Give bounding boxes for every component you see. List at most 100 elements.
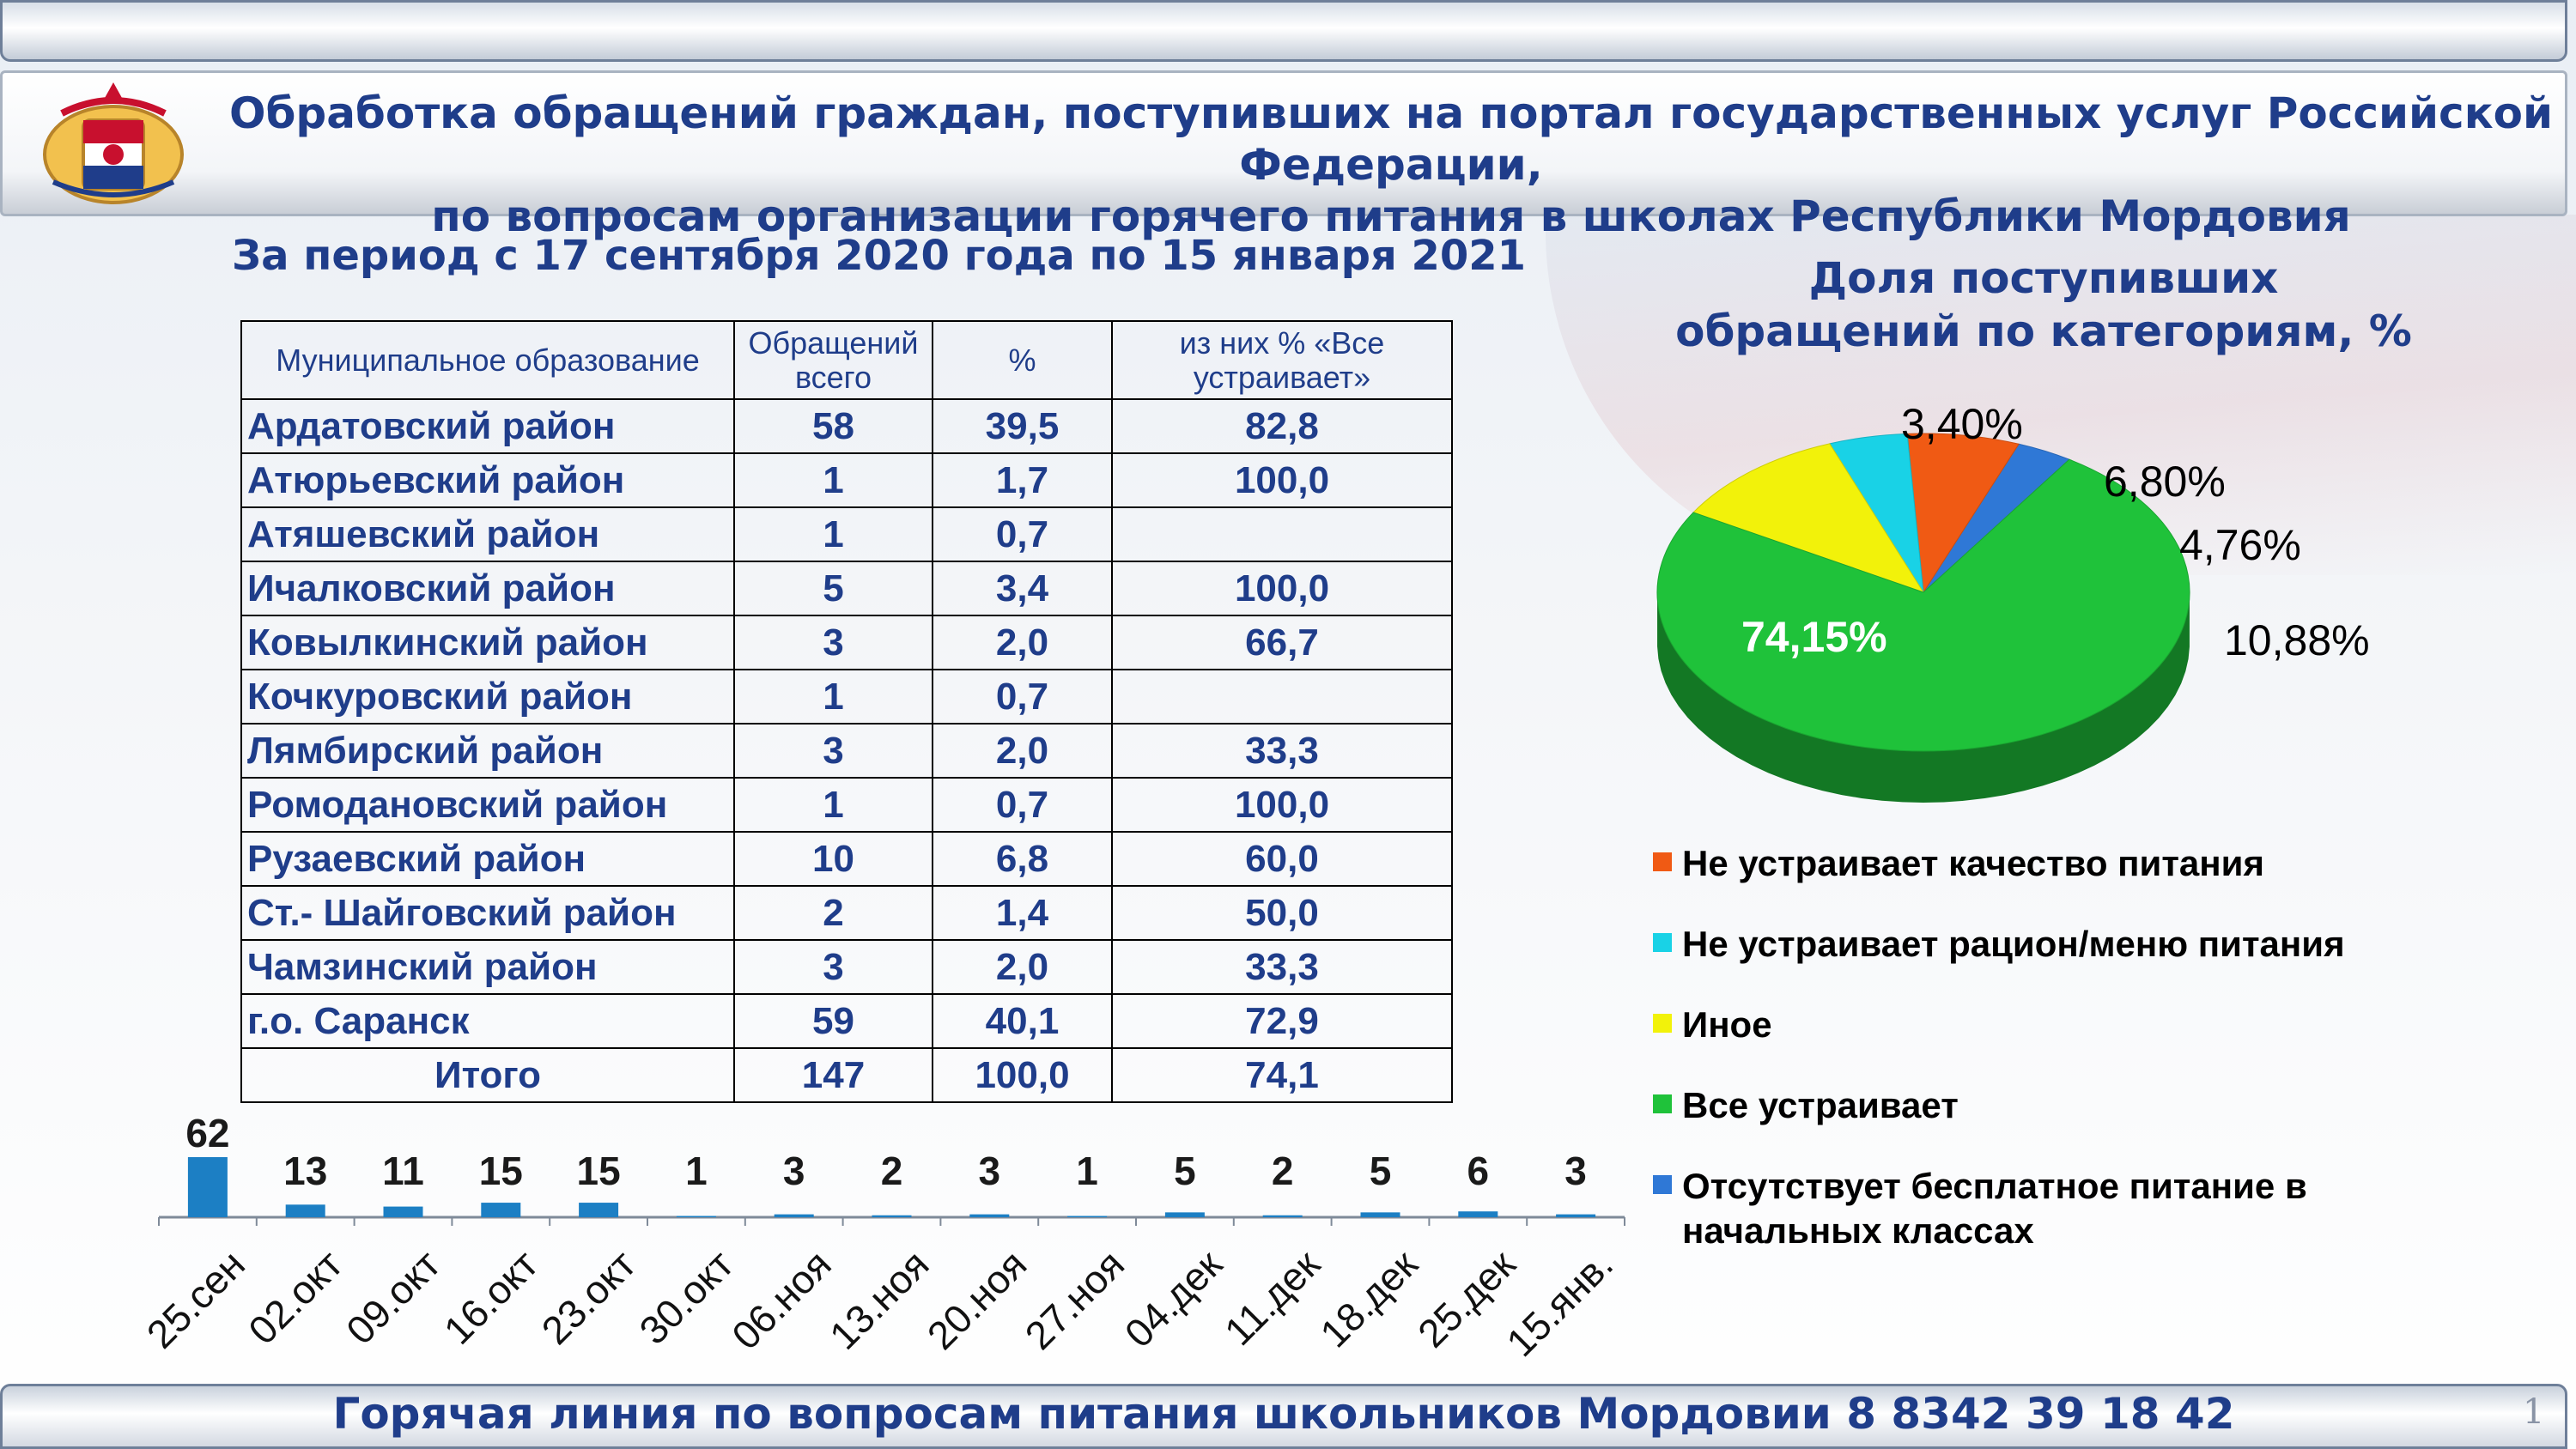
cell-municipality: Чамзинский район	[240, 939, 735, 995]
cell-total: 1	[733, 669, 933, 724]
cell-municipality: Итого	[240, 1047, 735, 1103]
cell-percent: 1,7	[932, 452, 1113, 508]
table-row: Рузаевский район 10 6,8 60,0	[240, 831, 1453, 887]
bar-value-label: 15	[577, 1149, 621, 1193]
bar-value-label: 3	[979, 1149, 1001, 1193]
bar-category-label: 25.сен	[138, 1241, 253, 1356]
bar	[285, 1204, 325, 1217]
bar-category-label: 30.окт	[630, 1241, 742, 1353]
legend-label: Не устраивает рацион/меню питания	[1682, 924, 2345, 964]
cell-percent: 1,4	[932, 885, 1113, 941]
legend-label: Иное	[1682, 1004, 1772, 1045]
bar-value-label: 13	[283, 1149, 327, 1193]
bar-category-label: 16.окт	[435, 1241, 547, 1353]
cell-satisfied: 82,8	[1111, 398, 1453, 454]
page-title: Обработка обращений граждан, поступивших…	[223, 88, 2559, 242]
bar	[1164, 1212, 1205, 1217]
legend-label: Все устраивает	[1682, 1085, 1959, 1125]
bar-category-label: 18.дек	[1311, 1241, 1426, 1356]
cell-satisfied: 74,1	[1111, 1047, 1453, 1103]
top-decorative-bar	[0, 0, 2567, 62]
table-row: Атяшевский район 1 0,7	[240, 506, 1453, 562]
bar-category-label: 06.ноя	[723, 1241, 840, 1358]
cell-satisfied: 100,0	[1111, 452, 1453, 508]
bar-value-label: 3	[1564, 1149, 1587, 1193]
cell-percent: 2,0	[932, 939, 1113, 995]
bar	[774, 1214, 814, 1217]
table-row: Атюрьевский район 1 1,7 100,0	[240, 452, 1453, 508]
hotline-text: Горячая линия по вопросам питания школьн…	[332, 1389, 2235, 1439]
table-row: Ковылкинский район 3 2,0 66,7	[240, 615, 1453, 670]
bar-value-label: 5	[1370, 1149, 1392, 1193]
bar-value-label: 1	[685, 1149, 708, 1193]
cell-total: 59	[733, 993, 933, 1049]
pie-label-yellow: 10,88%	[2224, 616, 2370, 664]
cell-percent: 100,0	[932, 1047, 1113, 1103]
bar-category-label: 09.окт	[337, 1241, 449, 1353]
cell-municipality: Рузаевский район	[240, 831, 735, 887]
legend-swatch-blue	[1653, 1175, 1672, 1194]
cell-percent: 0,7	[932, 506, 1113, 562]
bar-category-label: 23.окт	[533, 1241, 645, 1353]
bar	[579, 1203, 619, 1217]
pie-chart-title: Доля поступивших обращений по категориям…	[1675, 253, 2412, 356]
cell-percent: 40,1	[932, 993, 1113, 1049]
cell-total: 3	[733, 723, 933, 779]
cell-municipality: Атюрьевский район	[240, 452, 735, 508]
table-row: г.о. Саранск 59 40,1 72,9	[240, 993, 1453, 1049]
cell-total: 1	[733, 777, 933, 833]
cell-total: 58	[733, 398, 933, 454]
cell-percent: 39,5	[932, 398, 1113, 454]
cell-total: 1	[733, 452, 933, 508]
cell-satisfied	[1111, 506, 1453, 562]
table-row: Ардатовский район 58 39,5 82,8	[240, 398, 1453, 454]
legend-swatch-orange	[1653, 852, 1672, 871]
table-row: Ромодановский район 1 0,7 100,0	[240, 777, 1453, 833]
bar-value-label: 62	[185, 1111, 229, 1155]
title-line-2: по вопросам организации горячего питания…	[431, 191, 2351, 241]
cell-municipality: Ардатовский район	[240, 398, 735, 454]
bar-value-label: 2	[1272, 1149, 1294, 1193]
cell-percent: 6,8	[932, 831, 1113, 887]
bar-value-label: 3	[783, 1149, 805, 1193]
table-header-row: Муниципальное образование Обращений всег…	[240, 320, 1453, 400]
weekly-bar-chart: 6225.сен1302.окт1109.окт1516.окт1523.окт…	[138, 1111, 1625, 1365]
legend-swatch-yellow	[1653, 1014, 1672, 1033]
cell-percent: 2,0	[932, 723, 1113, 779]
title-line-1: Обработка обращений граждан, поступивших…	[228, 88, 2554, 190]
cell-total: 3	[733, 615, 933, 670]
cell-municipality: Кочкуровский район	[240, 669, 735, 724]
cell-total: 5	[733, 561, 933, 616]
legend-swatch-green	[1653, 1094, 1672, 1113]
pie-label-green: 74,15%	[1741, 613, 1887, 661]
cell-municipality: Атяшевский район	[240, 506, 735, 562]
cell-municipality: Ромодановский район	[240, 777, 735, 833]
title-panel	[0, 70, 2567, 216]
bar-value-label: 1	[1076, 1149, 1098, 1193]
header-municipality: Муниципальное образование	[240, 320, 735, 400]
table-row: Лямбирский район 3 2,0 33,3	[240, 723, 1453, 779]
table-row: Ичалковский район 5 3,4 100,0	[240, 561, 1453, 616]
legend-swatch-cyan	[1653, 933, 1672, 952]
bar-value-label: 2	[881, 1149, 903, 1193]
header-satisfied: из них % «Все устраивает»	[1111, 320, 1453, 400]
cell-municipality: Лямбирский район	[240, 723, 735, 779]
bottom-decorative-bar	[0, 1384, 2567, 1449]
cell-satisfied: 100,0	[1111, 777, 1453, 833]
cell-total: 10	[733, 831, 933, 887]
cell-municipality: Ст.- Шайговский район	[240, 885, 735, 941]
cell-percent: 0,7	[932, 777, 1113, 833]
bar	[872, 1215, 912, 1217]
period-caption: За период с 17 сентября 2020 года по 15 …	[232, 232, 1527, 280]
bar	[187, 1157, 228, 1217]
cell-percent: 2,0	[932, 615, 1113, 670]
bar	[676, 1216, 716, 1217]
bar	[383, 1206, 423, 1217]
cell-percent: 3,4	[932, 561, 1113, 616]
cell-municipality: Ичалковский район	[240, 561, 735, 616]
pie-slice	[1656, 458, 2190, 752]
cell-total: 1	[733, 506, 933, 562]
cell-satisfied: 100,0	[1111, 561, 1453, 616]
bar	[969, 1214, 1010, 1217]
bar	[1556, 1214, 1596, 1217]
